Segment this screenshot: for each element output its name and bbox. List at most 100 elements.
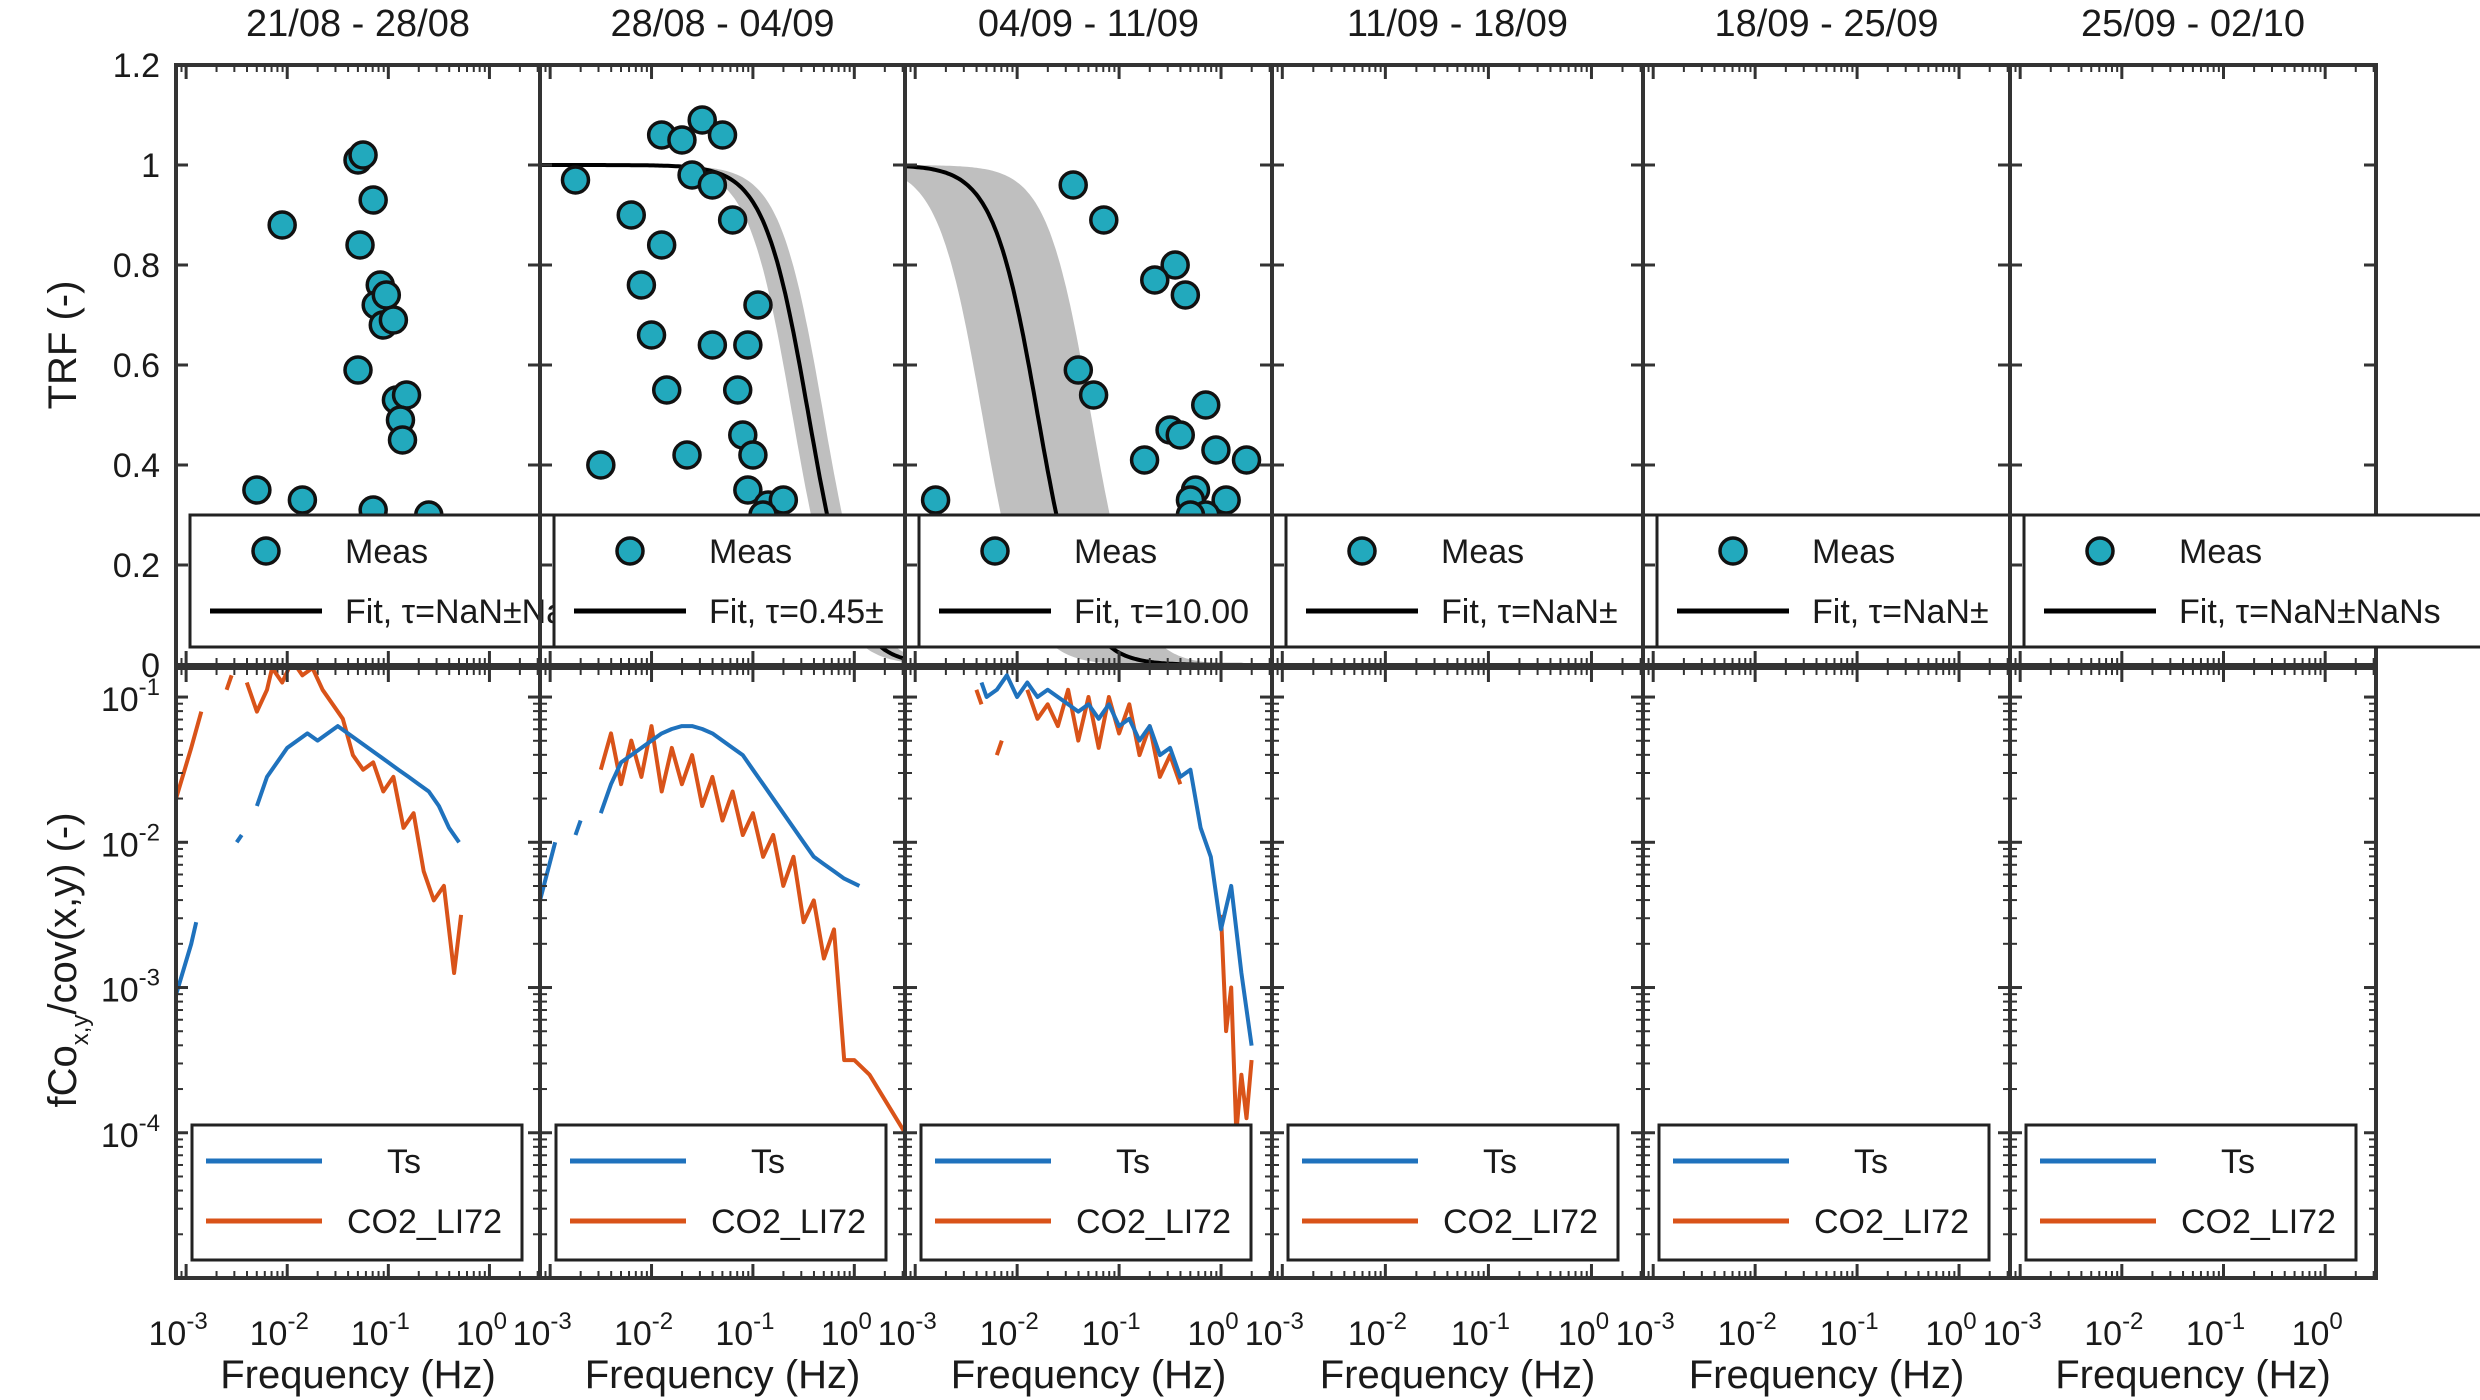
x-tick-label: 10-2 [2084, 1308, 2143, 1353]
tick-base: 10 [1558, 1315, 1596, 1353]
legend-fit-label: Fit, τ=NaN± [1812, 593, 1989, 631]
top-y-tick-label: 0.2 [113, 547, 160, 585]
legend-meas-marker [251, 536, 281, 566]
co2-line [994, 739, 1004, 756]
legend-meas-marker [1347, 536, 1377, 566]
bottom-legend: Ts CO2_LI72 [1657, 1123, 1991, 1262]
bottom-y-tick-label: 10-2 [101, 819, 160, 864]
panel-3: Meas Fit, τ=10.00 Ts CO2_LI72 [903, 63, 1421, 1280]
panel-4: Meas Fit, τ=NaN± Ts CO2_LI72 [1270, 63, 1788, 1280]
tick-base: 10 [2292, 1315, 2330, 1353]
tick-exponent: 0 [1596, 1308, 1609, 1335]
meas-point [646, 230, 677, 260]
legend-box [1286, 1123, 1620, 1262]
legend-co2-label: CO2_LI72 [347, 1203, 502, 1241]
tick-exponent: -1 [753, 1308, 774, 1335]
co2-line [176, 711, 204, 800]
meas-point [1231, 445, 1262, 475]
x-tick-label: 100 [1925, 1308, 1976, 1353]
meas-point [636, 320, 667, 350]
ts-line [255, 724, 461, 844]
legend-fit-label: Fit, τ=10.00 [1074, 593, 1249, 631]
co2-line [244, 668, 464, 975]
tick-base: 10 [101, 826, 139, 864]
x-tick-label: 10-2 [1348, 1308, 1407, 1353]
tick-base: 10 [513, 1315, 551, 1353]
bottom-plot-area [974, 673, 1254, 1135]
meas-point [1211, 485, 1241, 515]
tick-exponent: -2 [652, 1308, 673, 1335]
panel-title-5: 18/09 - 25/09 [1715, 3, 1939, 45]
tick-exponent: 0 [494, 1308, 507, 1335]
ts-line [979, 673, 1254, 1046]
x-tick-label: 10-2 [980, 1308, 1039, 1353]
co2-line [1025, 687, 1183, 785]
tick-base: 10 [1983, 1315, 2021, 1353]
meas-point [267, 210, 297, 240]
legend-box [2024, 1123, 2358, 1262]
meas-point [697, 330, 728, 360]
tick-base: 10 [351, 1315, 389, 1353]
co2-line [974, 689, 984, 705]
meas-point [387, 425, 418, 455]
x-tick-label: 10-3 [149, 1308, 208, 1353]
bottom-plot-area [176, 668, 464, 996]
legend-co2-label: CO2_LI72 [2181, 1203, 2336, 1241]
meas-point [343, 355, 373, 385]
x-tick-label: 10-1 [2186, 1308, 2245, 1353]
legend-meas-label: Meas [2179, 533, 2262, 571]
top-y-axis-label: TRF (-) [41, 281, 85, 410]
meas-point [391, 380, 422, 410]
legend-fit-label: Fit, τ=0.45± [709, 593, 884, 631]
legend-box [919, 1123, 1253, 1262]
x-axis-label: Frequency (Hz) [1689, 1353, 1965, 1397]
meas-point [1089, 205, 1119, 235]
panel-5: Meas Fit, τ=NaN± Ts CO2_LI72 [1641, 63, 2159, 1280]
legend-fit-label: Fit, τ=NaN± [1441, 593, 1618, 631]
legend-meas-label: Meas [1812, 533, 1895, 571]
tick-base: 10 [878, 1315, 916, 1353]
legend-meas-marker [615, 536, 645, 566]
meas-point [1129, 445, 1160, 475]
meas-point [1058, 170, 1088, 200]
meas-point [920, 485, 951, 515]
bottom-y-axis-label: fCox,y/cov(x,y) (-) [41, 812, 94, 1107]
legend-meas-label: Meas [1441, 533, 1524, 571]
x-tick-label: 10-2 [1718, 1308, 1777, 1353]
tick-base: 10 [715, 1315, 753, 1353]
tick-base: 10 [1819, 1315, 1857, 1353]
tick-exponent: -4 [139, 1110, 160, 1137]
ts-line [176, 921, 199, 996]
tick-base: 10 [101, 681, 139, 719]
legend-co2-label: CO2_LI72 [1443, 1203, 1598, 1241]
bottom-y-tick-label: 10-1 [101, 674, 160, 719]
meas-point [378, 305, 409, 335]
legend-meas-marker [1718, 536, 1748, 566]
meas-point [697, 170, 728, 200]
meas-point [733, 475, 763, 505]
legend-fit-label: Fit, τ=NaN±NaNs [2179, 593, 2441, 631]
top-y-tick-label: 0 [141, 647, 160, 685]
tick-exponent: 0 [1963, 1308, 1976, 1335]
bottom-legend: Ts CO2_LI72 [190, 1123, 524, 1262]
legend-meas-label: Meas [1074, 533, 1157, 571]
tick-exponent: -2 [2122, 1308, 2143, 1335]
legend-co2-label: CO2_LI72 [711, 1203, 866, 1241]
meas-point [1160, 250, 1190, 280]
x-tick-label: 10-2 [250, 1308, 309, 1353]
legend-ts-label: Ts [2221, 1143, 2255, 1181]
meas-point [345, 230, 375, 260]
ts-line [598, 724, 861, 888]
x-tick-label: 100 [1558, 1308, 1609, 1353]
x-axis-label: Frequency (Hz) [585, 1353, 861, 1397]
meas-point [287, 485, 318, 515]
tick-exponent: -3 [915, 1308, 936, 1335]
tick-base: 10 [1616, 1315, 1654, 1353]
tick-exponent: -3 [1653, 1308, 1674, 1335]
top-y-tick-label: 1.2 [113, 47, 160, 85]
tick-exponent: -1 [1857, 1308, 1878, 1335]
bottom-legend: Ts CO2_LI72 [554, 1123, 888, 1262]
tick-exponent: -2 [1386, 1308, 1407, 1335]
x-tick-label: 10-1 [1451, 1308, 1510, 1353]
